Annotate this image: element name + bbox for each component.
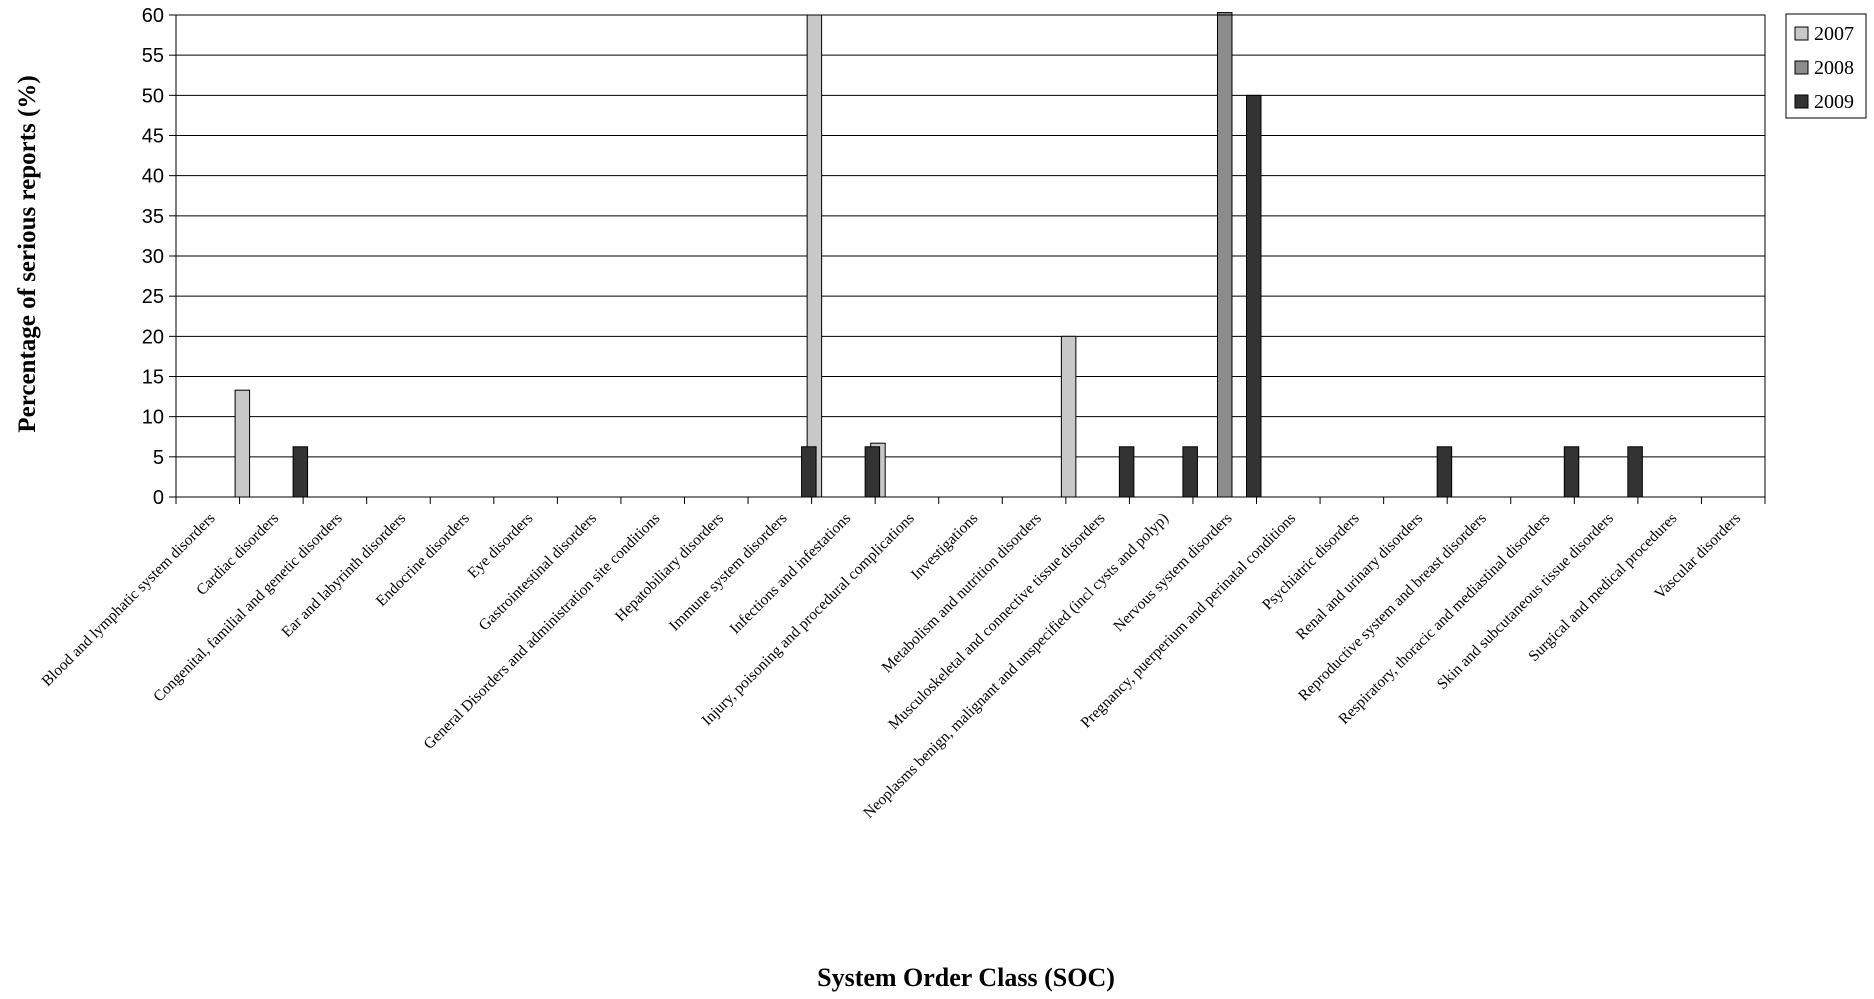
x-category-labels: Blood and lymphatic system disordersCard… <box>39 510 1744 822</box>
bar-2007-1 <box>234 389 251 498</box>
legend-label-2009: 2009 <box>1814 91 1854 113</box>
y-tick-label: 10 <box>142 407 164 429</box>
x-category-label: Ear and labyrinth disorders <box>278 510 409 641</box>
gridlines <box>169 14 1765 498</box>
bar-2008-16 <box>1216 12 1233 498</box>
y-tick-label: 25 <box>142 286 164 308</box>
legend-swatch-2007 <box>1794 26 1809 41</box>
x-category-label: Immune system disorders <box>666 510 791 635</box>
y-tick-label: 60 <box>142 5 164 27</box>
x-category-label: Hepatobiliary disorders <box>612 510 727 625</box>
bar-2009-15 <box>1182 446 1198 498</box>
legend-swatch-2008 <box>1794 60 1809 75</box>
y-tick-labels: 0 5 10 15 20 25 30 35 40 45 50 55 60 <box>142 5 164 509</box>
bar-2009-9 <box>801 446 817 498</box>
x-category-label: Gastrointestinal disorders <box>476 510 600 634</box>
y-tick-label: 0 <box>153 487 164 509</box>
y-tick-label: 45 <box>142 126 164 148</box>
y-tick-label: 55 <box>142 45 164 67</box>
bar-2009-22 <box>1627 446 1643 498</box>
x-category-label: General Disorders and administration sit… <box>420 510 663 753</box>
bar-2009-10 <box>864 446 881 498</box>
bar-2009-1 <box>292 446 309 498</box>
y-tick-label: 40 <box>142 166 164 188</box>
bar-2009-16 <box>1245 94 1262 498</box>
bars <box>234 12 1643 498</box>
y-tick-label: 30 <box>142 246 164 268</box>
bar-2009-14 <box>1118 446 1135 498</box>
y-tick-label: 50 <box>142 85 164 107</box>
plot-frame <box>175 14 1766 498</box>
y-tick-label: 5 <box>153 447 164 469</box>
bar-2009-21 <box>1563 446 1580 498</box>
legend-label-2008: 2008 <box>1814 57 1854 79</box>
legend: 2007 2008 2009 <box>1785 13 1867 119</box>
x-category-label: Musculoskeletal and connective tissue di… <box>885 510 1108 733</box>
x-category-label: Neoplasms benign, malignant and unspecif… <box>860 510 1172 822</box>
bar-2009-19 <box>1436 446 1453 498</box>
bar-2007-14 <box>1060 335 1077 498</box>
y-tick-label: 35 <box>142 206 164 228</box>
x-category-label: Pregnancy, puerperium and perinatal cond… <box>1078 510 1300 732</box>
legend-swatch-2009 <box>1794 94 1809 109</box>
x-category-label: Renal and urinary disorders <box>1293 510 1426 643</box>
bar-2007-10 <box>806 14 823 498</box>
y-tick-label: 15 <box>142 367 164 389</box>
x-category-label: Infections and infestations <box>727 510 855 638</box>
x-axis-title: System Order Class (SOC) <box>817 963 1115 992</box>
y-tick-label: 20 <box>142 326 164 348</box>
legend-label-2007: 2007 <box>1814 23 1854 45</box>
y-axis-title: Percentage of serious reports (%) <box>14 75 41 432</box>
x-category-label: Nervous system disorders <box>1110 510 1235 635</box>
axes <box>175 14 1766 504</box>
